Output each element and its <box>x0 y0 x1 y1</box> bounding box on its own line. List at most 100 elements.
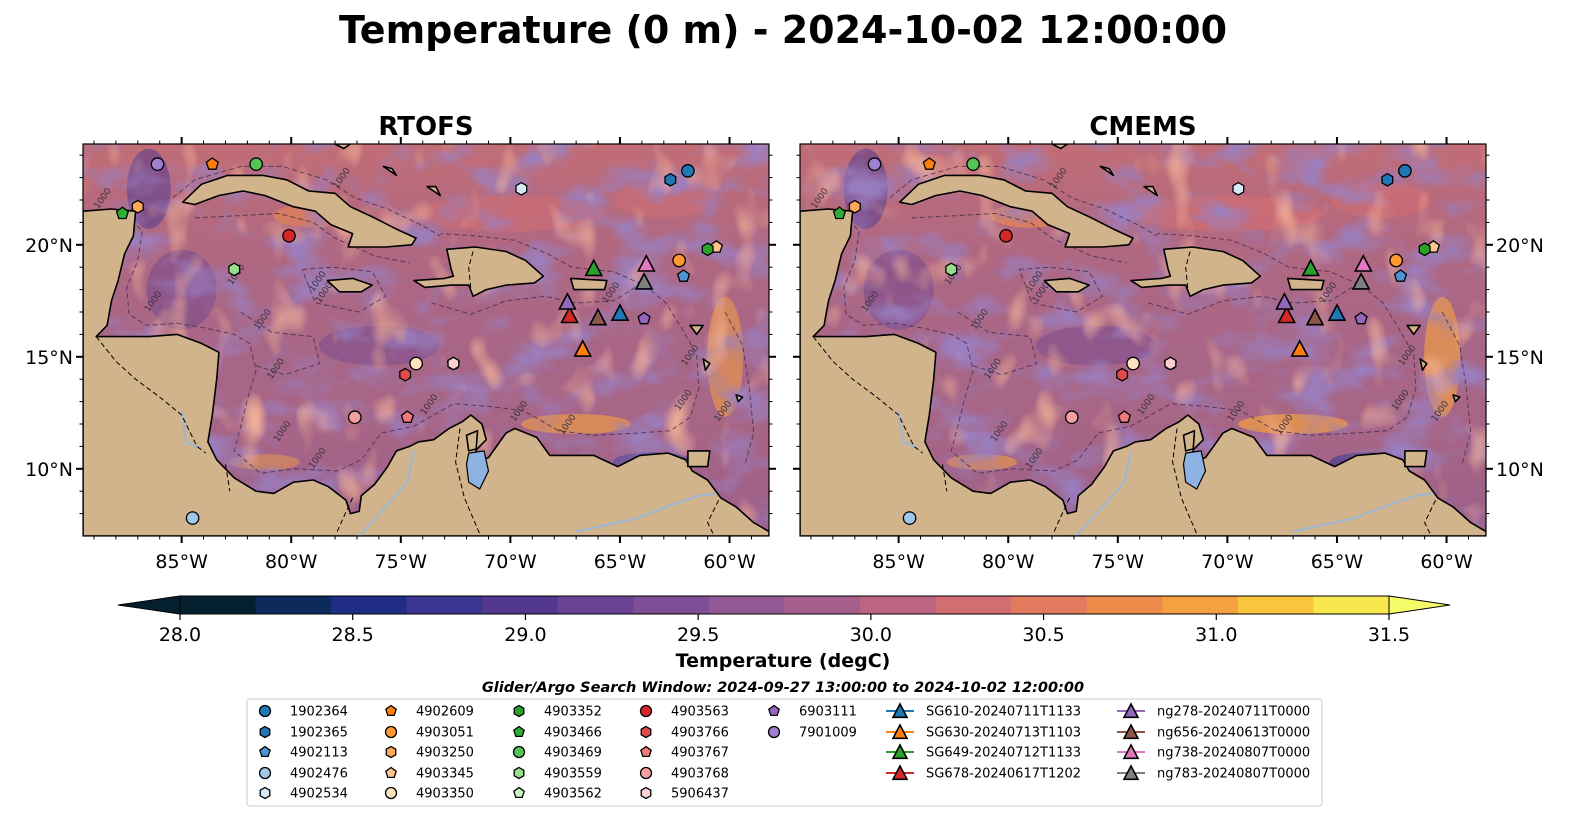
legend-item-SG630-20240713T1103: SG630-20240713T1103 <box>886 723 1081 741</box>
isobath-1000 <box>843 213 1417 474</box>
legend-marker <box>891 743 909 760</box>
colorbar-tick-label: 28.5 <box>332 624 374 646</box>
float-4903563 <box>282 228 296 243</box>
legend-item-5906437: 5906437 <box>640 787 729 802</box>
legend-label: 4902534 <box>290 787 348 802</box>
legend-marker <box>513 704 525 718</box>
land-hispaniola <box>413 246 545 298</box>
colorbar-bin <box>557 596 634 614</box>
float-4903767 <box>1117 410 1132 423</box>
x-tick-label: 60°W <box>1420 551 1473 573</box>
float-4902609 <box>922 157 936 170</box>
legend-marker <box>1122 743 1140 760</box>
glider-ng783 <box>1351 271 1371 290</box>
land-martinique <box>1419 358 1428 371</box>
legend-item-4903559: 4903559 <box>513 766 602 782</box>
float-1902365 <box>664 172 677 187</box>
legend-marker <box>385 745 397 759</box>
legend-item-ng738-20240807T0000: ng738-20240807T0000 <box>1117 743 1310 761</box>
land-jamaica <box>326 277 374 293</box>
legend-label: SG678-20240617T1202 <box>926 767 1081 782</box>
legend-marker <box>512 745 526 759</box>
legend-marker <box>258 766 272 780</box>
legend-label: 4903345 <box>416 767 474 782</box>
land-hispaniola <box>1130 246 1262 298</box>
colorbar-tick-label: 31.5 <box>1368 624 1410 646</box>
float-4903051 <box>672 253 686 268</box>
colorbar-extend-min <box>117 595 181 615</box>
legend-item-4903563: 4903563 <box>639 705 729 720</box>
lake-maracaibo <box>465 450 490 490</box>
map-frame <box>82 143 770 537</box>
legend-marker <box>1122 702 1140 719</box>
legend-marker <box>259 786 271 800</box>
colorbar-tick-label: 30.5 <box>1022 624 1064 646</box>
legend-label: 5906437 <box>671 787 729 802</box>
isobath-1000 <box>194 212 410 264</box>
panel-title: CMEMS <box>1089 112 1196 142</box>
glider-ng738 <box>1353 254 1373 272</box>
float-4903766 <box>1116 367 1129 382</box>
land-puerto-rico <box>1286 277 1325 291</box>
river <box>1292 492 1434 533</box>
isobath-1000 <box>301 266 387 313</box>
legend-label: 4902113 <box>290 746 348 761</box>
legend-label: ng738-20240807T0000 <box>1157 746 1310 761</box>
glider-SG630 <box>1290 339 1310 357</box>
x-tick-label: 80°W <box>982 551 1035 573</box>
legend-label: 1902365 <box>290 726 348 741</box>
isobath-1000 <box>957 311 1038 376</box>
legend-marker <box>891 723 909 740</box>
legend-label: 4903766 <box>671 726 729 741</box>
land-central-america <box>83 208 769 536</box>
legend-marker <box>259 725 271 739</box>
legend-item-SG678-20240617T1202: SG678-20240617T1202 <box>886 764 1081 782</box>
float-6903111 <box>1354 311 1368 325</box>
legend-item-SG649-20240712T1133: SG649-20240712T1133 <box>886 743 1081 761</box>
river <box>1075 450 1132 536</box>
y-tick-label: 20°N <box>1496 235 1544 257</box>
country-border <box>95 336 207 454</box>
glider-ng738 <box>636 254 656 272</box>
country-border <box>1172 428 1198 534</box>
y-tick-label: 10°N <box>25 459 73 481</box>
legend: Glider/Argo Search Window: 2024-09-27 13… <box>246 680 1323 807</box>
legend-marker <box>384 725 398 739</box>
colorbar-bin <box>860 596 937 614</box>
float-5906437 <box>447 356 460 371</box>
legend-label: ng278-20240711T0000 <box>1157 705 1310 720</box>
legend-marker <box>259 745 271 758</box>
country-border <box>1185 251 1191 290</box>
float-4903766 <box>399 367 412 382</box>
glider-markers <box>1275 254 1373 357</box>
legend-item-4903350: 4903350 <box>384 786 474 802</box>
legend-item-4903250: 4903250 <box>385 745 474 761</box>
colorbar-bin <box>784 596 861 614</box>
legend-label: 4903559 <box>544 767 602 782</box>
legend-label: 4903469 <box>544 746 602 761</box>
float-4903469 <box>966 157 980 172</box>
legend-marker <box>513 766 525 780</box>
colorbar-bin <box>482 596 559 614</box>
isobath-1000 <box>126 213 700 474</box>
legend-marker <box>513 725 525 738</box>
legend-item-4903051: 4903051 <box>384 725 474 741</box>
country-border <box>455 428 481 534</box>
float-4903350 <box>409 356 423 371</box>
legend-item-4903767: 4903767 <box>640 746 729 761</box>
colorbar-bin <box>1162 596 1239 614</box>
colorbar-tick-label: 29.5 <box>677 624 719 646</box>
isobath-1000 <box>1441 311 1472 465</box>
isobath-1000 <box>172 165 441 237</box>
float-4903352 <box>1418 242 1431 257</box>
colorbar-bin <box>406 596 483 614</box>
legend-marker <box>385 766 397 779</box>
river <box>358 450 415 536</box>
float-4902476 <box>902 511 917 525</box>
legend-marker <box>1122 723 1140 740</box>
legend-label: 4903768 <box>671 767 729 782</box>
land-puerto-rico <box>569 277 608 291</box>
legend-marker <box>384 786 398 800</box>
x-tick-label: 60°W <box>703 551 756 573</box>
colorbar-bin <box>255 596 332 614</box>
